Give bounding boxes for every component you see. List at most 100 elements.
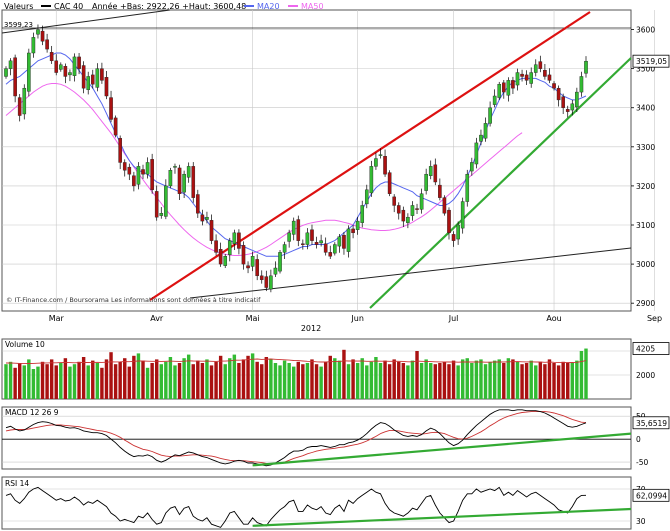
- candle-down: [323, 243, 328, 253]
- volume-bar-down: [241, 359, 246, 399]
- candle-up: [36, 29, 40, 35]
- candle-down: [552, 83, 556, 89]
- candle-up: [456, 224, 460, 240]
- candle-down: [547, 74, 552, 81]
- candle-down: [328, 252, 333, 257]
- rsi-y-axis: 307062,0994: [632, 485, 670, 526]
- volume-bar-down: [397, 361, 401, 399]
- price-y-tick-label: 3400: [636, 104, 655, 113]
- candle-up: [337, 236, 342, 247]
- candle-down: [401, 209, 406, 222]
- volume-bar-down: [214, 361, 218, 399]
- candle-down: [154, 191, 159, 218]
- candle-down: [561, 96, 565, 108]
- candle-down: [296, 219, 301, 241]
- candle-down: [543, 69, 547, 77]
- volume-bar-up: [205, 359, 209, 399]
- volume-bar-down: [561, 361, 565, 399]
- candle-down: [45, 39, 49, 50]
- candle-up: [474, 142, 479, 165]
- candle-up: [374, 158, 378, 167]
- upper-channel-line: [149, 11, 591, 301]
- volume-bar-down: [150, 363, 154, 399]
- volume-bar-down: [328, 355, 332, 399]
- volume-bar-down: [264, 357, 269, 399]
- macd-y-tick-label: -50: [636, 458, 648, 467]
- rsi-grid: [2, 488, 631, 522]
- macd-signal-line: [5, 411, 587, 465]
- volume-bar-down: [415, 351, 419, 399]
- candle-up: [575, 91, 579, 108]
- candle-up: [497, 84, 502, 98]
- candle-up: [136, 166, 141, 185]
- candle-down: [342, 234, 346, 249]
- volume-bar-up: [250, 353, 255, 399]
- volume-bar-down: [91, 360, 95, 399]
- volume-bar-down: [342, 349, 346, 399]
- volume-bar-down: [132, 355, 136, 399]
- volume-bar-up: [456, 365, 460, 399]
- candle-down: [501, 82, 506, 93]
- rsi-trend-line: [252, 507, 632, 527]
- candle-up: [287, 232, 291, 242]
- volume-bar-up: [378, 363, 383, 399]
- volume-bar-down: [502, 363, 506, 399]
- macd-line: [5, 409, 587, 467]
- volume-bar-down: [552, 363, 556, 399]
- volume-bar-down: [301, 364, 305, 399]
- candle-down: [177, 167, 182, 194]
- rsi-plot-area: [1, 476, 632, 530]
- volume-bar-up: [419, 363, 424, 399]
- volume-bar-up: [27, 359, 31, 399]
- volume-bar-up: [460, 359, 465, 399]
- candle-down: [104, 77, 109, 97]
- candle-up: [159, 213, 164, 216]
- macd-plot-area: [1, 406, 632, 470]
- volume-y-tick-label: 2000: [636, 371, 655, 380]
- candle-down: [54, 60, 59, 73]
- candle-up: [22, 87, 27, 115]
- volume-bar-up: [534, 365, 538, 399]
- volume-bar-down: [218, 355, 223, 399]
- volume-bar-up: [465, 358, 469, 399]
- price-legend: Valeurs CAC 40 Année +Bas: 2922,26 +Haut…: [4, 1, 324, 11]
- candle-down: [387, 172, 392, 194]
- volume-bar-up: [273, 363, 278, 399]
- volume-bar-up: [529, 360, 533, 399]
- price-y-tick-label: 3500: [636, 65, 655, 74]
- candle-up: [227, 240, 232, 255]
- volume-bar-up: [31, 369, 36, 399]
- candle-down: [538, 61, 543, 69]
- price-candles: [4, 24, 588, 293]
- volume-bar-down: [438, 363, 442, 399]
- candle-down: [511, 80, 515, 89]
- candle-down: [310, 229, 314, 241]
- rsi-line: [5, 486, 587, 528]
- volume-bar-up: [346, 364, 351, 399]
- candle-up: [86, 76, 91, 90]
- volume-bar-up: [488, 361, 492, 399]
- volume-bar-down: [13, 367, 17, 399]
- volume-bar-down: [104, 359, 109, 399]
- legend-range: Année +Bas: 2922,26 +Haut: 3600,48: [92, 1, 246, 11]
- candle-down: [218, 249, 223, 265]
- candle-down: [433, 164, 438, 183]
- volume-bar-down: [54, 365, 58, 399]
- volume-bar-up: [278, 365, 282, 399]
- candle-up: [95, 68, 100, 88]
- candle-down: [415, 208, 419, 210]
- candle-down: [383, 155, 387, 175]
- volume-bar-up: [168, 357, 173, 399]
- volume-bar-up: [186, 354, 191, 399]
- candle-up: [186, 166, 191, 178]
- volume-bar-down: [209, 365, 214, 399]
- candle-down: [264, 276, 269, 288]
- candle-up: [223, 256, 228, 266]
- volume-bar-down: [310, 359, 314, 399]
- volume-bar-up: [22, 365, 26, 399]
- volume-bar-down: [538, 361, 543, 399]
- candle-up: [164, 185, 168, 217]
- candle-down: [565, 109, 570, 112]
- volume-bar-up: [86, 365, 90, 399]
